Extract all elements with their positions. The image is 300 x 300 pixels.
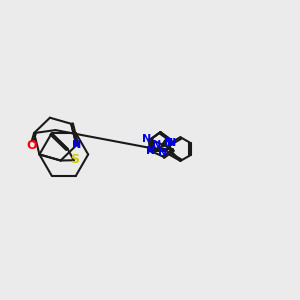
Text: N: N — [152, 140, 161, 151]
Text: N: N — [142, 134, 152, 144]
Text: N: N — [158, 148, 168, 158]
Text: N: N — [167, 138, 176, 148]
Text: O: O — [26, 139, 37, 152]
Text: N: N — [164, 138, 173, 148]
Text: N: N — [146, 146, 155, 156]
Text: N: N — [72, 140, 81, 150]
Text: S: S — [70, 153, 79, 166]
